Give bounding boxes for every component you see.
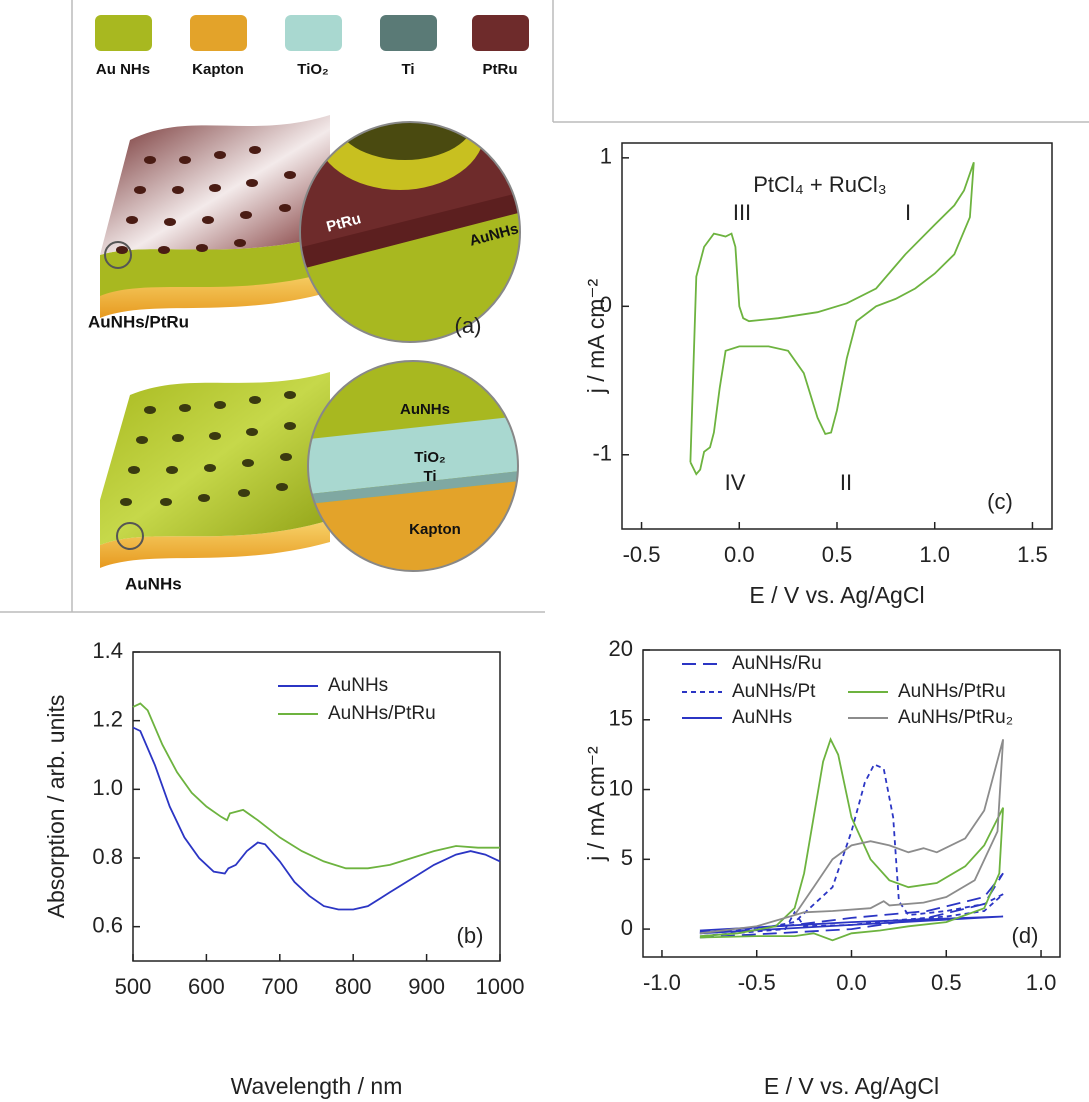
x-tick-label: -0.5 [623,542,661,567]
y-tick-label: -1 [592,441,612,466]
panel-label: (d) [1012,923,1039,948]
x-tick-label: 0.0 [836,970,867,995]
x-tick-label: 800 [335,974,372,999]
legend-label: AuNHs/Pt [732,681,816,702]
x-tick-label: 1.0 [919,542,950,567]
annotation: I [905,200,911,225]
plot-frame [133,652,500,961]
annotation: II [840,470,852,495]
y-tick-label: 0.6 [92,912,123,937]
legend-label: TiO₂ [297,61,328,78]
x-tick-label: 1.0 [1026,970,1057,995]
x-tick-label: 1.5 [1017,542,1048,567]
y-tick-label: 0.8 [92,844,123,869]
legend-label: Ti [401,61,414,78]
x-tick-label: 500 [115,974,152,999]
x-axis-title: Wavelength / nm [231,1073,403,1099]
y-tick-label: 15 [609,706,633,731]
legend-label: AuNHs [732,707,792,728]
figure: Au NHs Kapton TiO₂ Ti PtRu PtRu AuNHs Au… [0,0,1089,1102]
legend-label: Kapton [192,61,244,78]
legend-label: AuNHs/PtRu₂ [898,707,1013,728]
inset-label: Kapton [409,521,461,538]
schematic-top: PtRu AuNHs AuNHs/PtRu (a) [88,70,530,360]
series-line [133,728,500,910]
annotation: IV [725,470,746,495]
x-tick-label: 0.5 [822,542,853,567]
y-tick-label: 1 [600,144,612,169]
plot-frame [622,143,1052,529]
legend-label: Au NHs [96,61,150,78]
panel-label: (b) [457,923,484,948]
y-axis-title: j / mA cm⁻² [583,278,609,394]
y-tick-label: 1.0 [92,775,123,800]
x-axis-title: E / V vs. Ag/AgCl [764,1073,939,1099]
inset-label: Ti [423,468,436,485]
caption: AuNHs [125,574,182,593]
y-axis-title: Absorption / arb. units [43,695,69,919]
y-tick-label: 5 [621,845,633,870]
y-tick-label: 20 [609,636,633,661]
panel-label: (a) [455,313,482,338]
legend-label: AuNHs/PtRu [328,703,436,724]
x-tick-label: -1.0 [643,970,681,995]
x-tick-label: 900 [408,974,445,999]
material-legend: Au NHs Kapton TiO₂ Ti PtRu [95,15,529,78]
annotation: PtCl₄ + RuCl₃ [753,172,886,197]
inset-label: AuNHs [400,401,450,418]
x-tick-label: -0.5 [738,970,776,995]
y-tick-label: 10 [609,775,633,800]
x-axis-title: E / V vs. Ag/AgCl [749,582,924,608]
legend-label: AuNHs/PtRu [898,681,1006,702]
x-tick-label: 0.0 [724,542,755,567]
y-axis-title: j / mA cm⁻² [583,746,609,862]
panel-label: (c) [987,489,1013,514]
y-tick-label: 0 [621,915,633,940]
series-line [700,917,1003,934]
x-tick-label: 600 [188,974,225,999]
x-tick-label: 1000 [476,974,525,999]
legend-label: AuNHs [328,675,388,696]
y-tick-label: 1.2 [92,706,123,731]
y-tick-label: 1.4 [92,638,123,663]
inset-label: TiO₂ [414,449,445,466]
legend-label: AuNHs/Ru [732,653,822,674]
annotation: III [733,200,751,225]
x-tick-label: 700 [261,974,298,999]
schematic-bottom: AuNHs TiO₂ Ti Kapton AuNHs [100,355,530,593]
legend-label: PtRu [483,61,518,78]
caption: AuNHs/PtRu [88,312,189,331]
x-tick-label: 0.5 [931,970,962,995]
